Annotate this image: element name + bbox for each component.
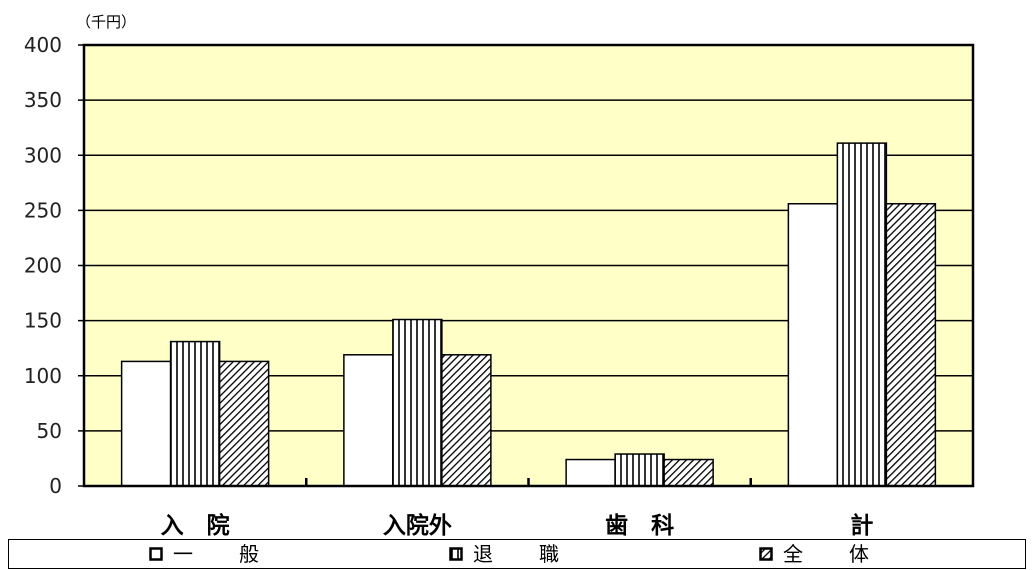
plot-border <box>82 43 975 488</box>
bar <box>218 360 270 487</box>
bar <box>885 203 937 487</box>
bar <box>836 142 888 487</box>
bar <box>343 354 394 487</box>
bar <box>663 458 714 487</box>
category-label: 入 院 <box>161 512 230 539</box>
y-tick-label: 350 <box>24 88 62 112</box>
legend: 一 般 退 職 全 体 <box>8 539 1026 569</box>
bar-chart: 0 50 100 150 200 250 300 350 400 入 院 入院外 歯 科 計 （千円） <box>24 13 975 539</box>
bar <box>787 203 839 487</box>
bar <box>169 340 221 487</box>
y-tick-label: 150 <box>24 309 62 333</box>
bar <box>565 458 616 487</box>
legend-label: 全 体 <box>783 542 871 566</box>
legend-swatch-blank-icon <box>149 547 163 561</box>
legend-label: 退 職 <box>473 542 561 566</box>
y-tick-label: 100 <box>24 364 62 388</box>
legend-label: 一 般 <box>173 542 261 566</box>
legend-item-total: 全 体 <box>759 543 871 565</box>
y-tick-label: 200 <box>24 254 62 278</box>
category-label: 歯 科 <box>605 513 674 539</box>
y-tick-label: 300 <box>24 143 62 167</box>
bar <box>120 360 172 487</box>
y-tick-label: 400 <box>24 33 62 57</box>
legend-swatch-vertical-icon <box>449 547 463 561</box>
bar <box>441 354 492 487</box>
y-tick-label: 250 <box>24 198 62 222</box>
bars <box>120 142 937 487</box>
category-labels: 入 院 入院外 歯 科 計 <box>161 478 873 539</box>
legend-item-general: 一 般 <box>149 543 261 565</box>
legend-swatch-diagonal-icon <box>759 547 773 561</box>
y-tick-label: 0 <box>49 474 62 498</box>
bar <box>392 318 443 487</box>
legend-item-retired: 退 職 <box>449 543 561 565</box>
y-axis-ticks: 0 50 100 150 200 250 300 350 400 <box>24 33 84 498</box>
unit-label: （千円） <box>76 13 136 31</box>
bar <box>614 453 665 487</box>
category-label: 計 <box>850 512 873 539</box>
category-label: 入院外 <box>383 512 452 539</box>
y-tick-label: 50 <box>37 419 62 443</box>
